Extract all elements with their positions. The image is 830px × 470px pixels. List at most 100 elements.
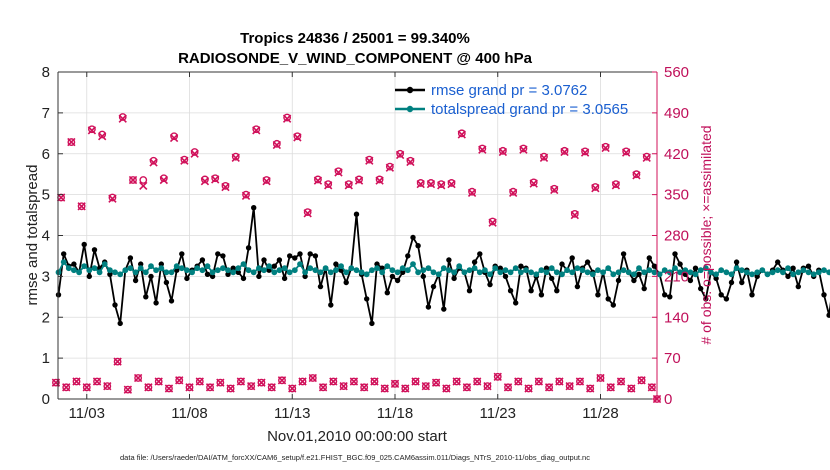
plot-area — [51, 71, 830, 404]
totalspread-point — [415, 269, 421, 276]
obs-x-stroke — [349, 377, 359, 386]
obs-x-stroke — [416, 179, 425, 189]
obs-possible-point — [72, 377, 81, 386]
rmse-point — [107, 271, 113, 277]
rmse-point — [292, 255, 298, 261]
obs-possible-point — [504, 383, 512, 392]
obs-assimilated-point — [318, 383, 328, 392]
obs-possible-point — [82, 383, 91, 392]
rmse-point — [651, 263, 658, 269]
obs-possible-point — [560, 146, 569, 155]
rmse-point — [235, 269, 241, 275]
obs-possible-point — [570, 209, 579, 218]
obs-x-stroke — [632, 171, 641, 180]
totalspread-point — [697, 267, 704, 274]
obs-assimilated-point — [308, 373, 317, 383]
totalspread-point — [209, 269, 216, 276]
totalspread-point — [276, 267, 283, 274]
totalspread-point — [492, 265, 499, 272]
obs-assimilated-point — [216, 378, 225, 387]
rmse-point — [230, 265, 236, 271]
rmse-point — [328, 302, 334, 308]
obs-assimilated-point — [395, 150, 405, 160]
totalspread-point — [759, 267, 766, 274]
x-tick-label: 11/18 — [377, 405, 413, 422]
obs-possible-point — [586, 384, 595, 393]
totalspread-point — [256, 265, 262, 272]
rmse-point — [410, 234, 416, 241]
rmse-point — [389, 273, 396, 280]
obs-x-stroke — [67, 137, 76, 147]
obs-possible-point — [632, 170, 641, 179]
obs-possible-point — [129, 176, 137, 184]
totalspread-point — [651, 269, 658, 276]
y-tick-label-right: 140 — [664, 309, 689, 326]
rmse-point — [466, 288, 473, 294]
obs-x-stroke — [241, 191, 251, 200]
totalspread-point — [327, 269, 334, 276]
rmse-point — [81, 241, 87, 248]
totalspread-point — [656, 271, 663, 278]
obs-assimilated-point — [586, 384, 595, 393]
totalspread-point — [497, 269, 504, 276]
obs-possible-point — [329, 377, 338, 386]
obs-possible-point — [555, 377, 564, 386]
totalspread-point — [600, 269, 606, 276]
rmse-point — [143, 294, 149, 300]
obs-assimilated-point — [226, 384, 235, 393]
obs-possible-point — [401, 384, 410, 393]
obs-possible-point — [483, 382, 492, 391]
totalspread-point — [610, 271, 617, 278]
obs-possible-point — [365, 155, 374, 164]
obs-x-stroke — [534, 377, 544, 386]
rmse-point — [276, 257, 283, 263]
rmse-point — [785, 273, 791, 280]
rmse-point — [333, 261, 339, 267]
obs-possible-point — [159, 174, 168, 183]
obs-x-stroke — [411, 377, 420, 386]
obs-x-stroke — [72, 377, 81, 386]
rmse-point — [204, 271, 211, 277]
totalspread-point — [235, 265, 242, 272]
totalspread-point — [168, 269, 175, 276]
obs-assimilated-point — [87, 126, 97, 135]
rmse-point — [209, 273, 216, 280]
obs-x-stroke — [144, 383, 153, 392]
footnote: data file: /Users/raeder/DAI/ATM_forcXX/… — [120, 453, 590, 462]
obs-possible-point — [144, 383, 153, 392]
obs-x-stroke — [616, 377, 626, 386]
obs-possible-point — [154, 377, 163, 386]
obs-possible-point — [617, 377, 625, 386]
obs-x-stroke — [385, 163, 395, 172]
totalspread-point — [384, 263, 391, 270]
obs-possible-point — [52, 378, 60, 387]
totalspread-point — [564, 267, 570, 274]
rmse-point — [615, 277, 622, 284]
obs-x-stroke — [508, 188, 518, 198]
totalspread-point — [173, 263, 180, 270]
obs-assimilated-point — [339, 381, 348, 391]
totalspread-point — [502, 267, 509, 274]
obs-x-stroke — [313, 176, 323, 185]
totalspread-point — [199, 267, 206, 274]
totalspread-point — [574, 265, 581, 272]
obs-assimilated-point — [375, 176, 384, 185]
rmse-point — [353, 211, 360, 217]
obs-x-stroke — [637, 376, 646, 385]
totalspread-point — [461, 269, 468, 276]
obs-assimilated-point — [560, 147, 569, 157]
obs-assimilated-point — [606, 383, 615, 392]
totalspread-point — [785, 265, 791, 272]
x-tick-label: 11/13 — [274, 405, 310, 422]
obs-x-stroke — [647, 383, 657, 392]
obs-assimilated-point — [128, 175, 138, 185]
totalspread-point — [76, 269, 82, 276]
y-tick-label-left: 4 — [42, 228, 50, 245]
obs-x-stroke — [370, 377, 379, 386]
obs-x-stroke — [226, 384, 235, 393]
obs-x-stroke — [82, 383, 91, 392]
obs-x-stroke — [437, 181, 446, 190]
obs-assimilated-point — [211, 175, 220, 184]
obs-x-stroke — [596, 373, 605, 383]
obs-assimilated-point — [596, 373, 605, 383]
